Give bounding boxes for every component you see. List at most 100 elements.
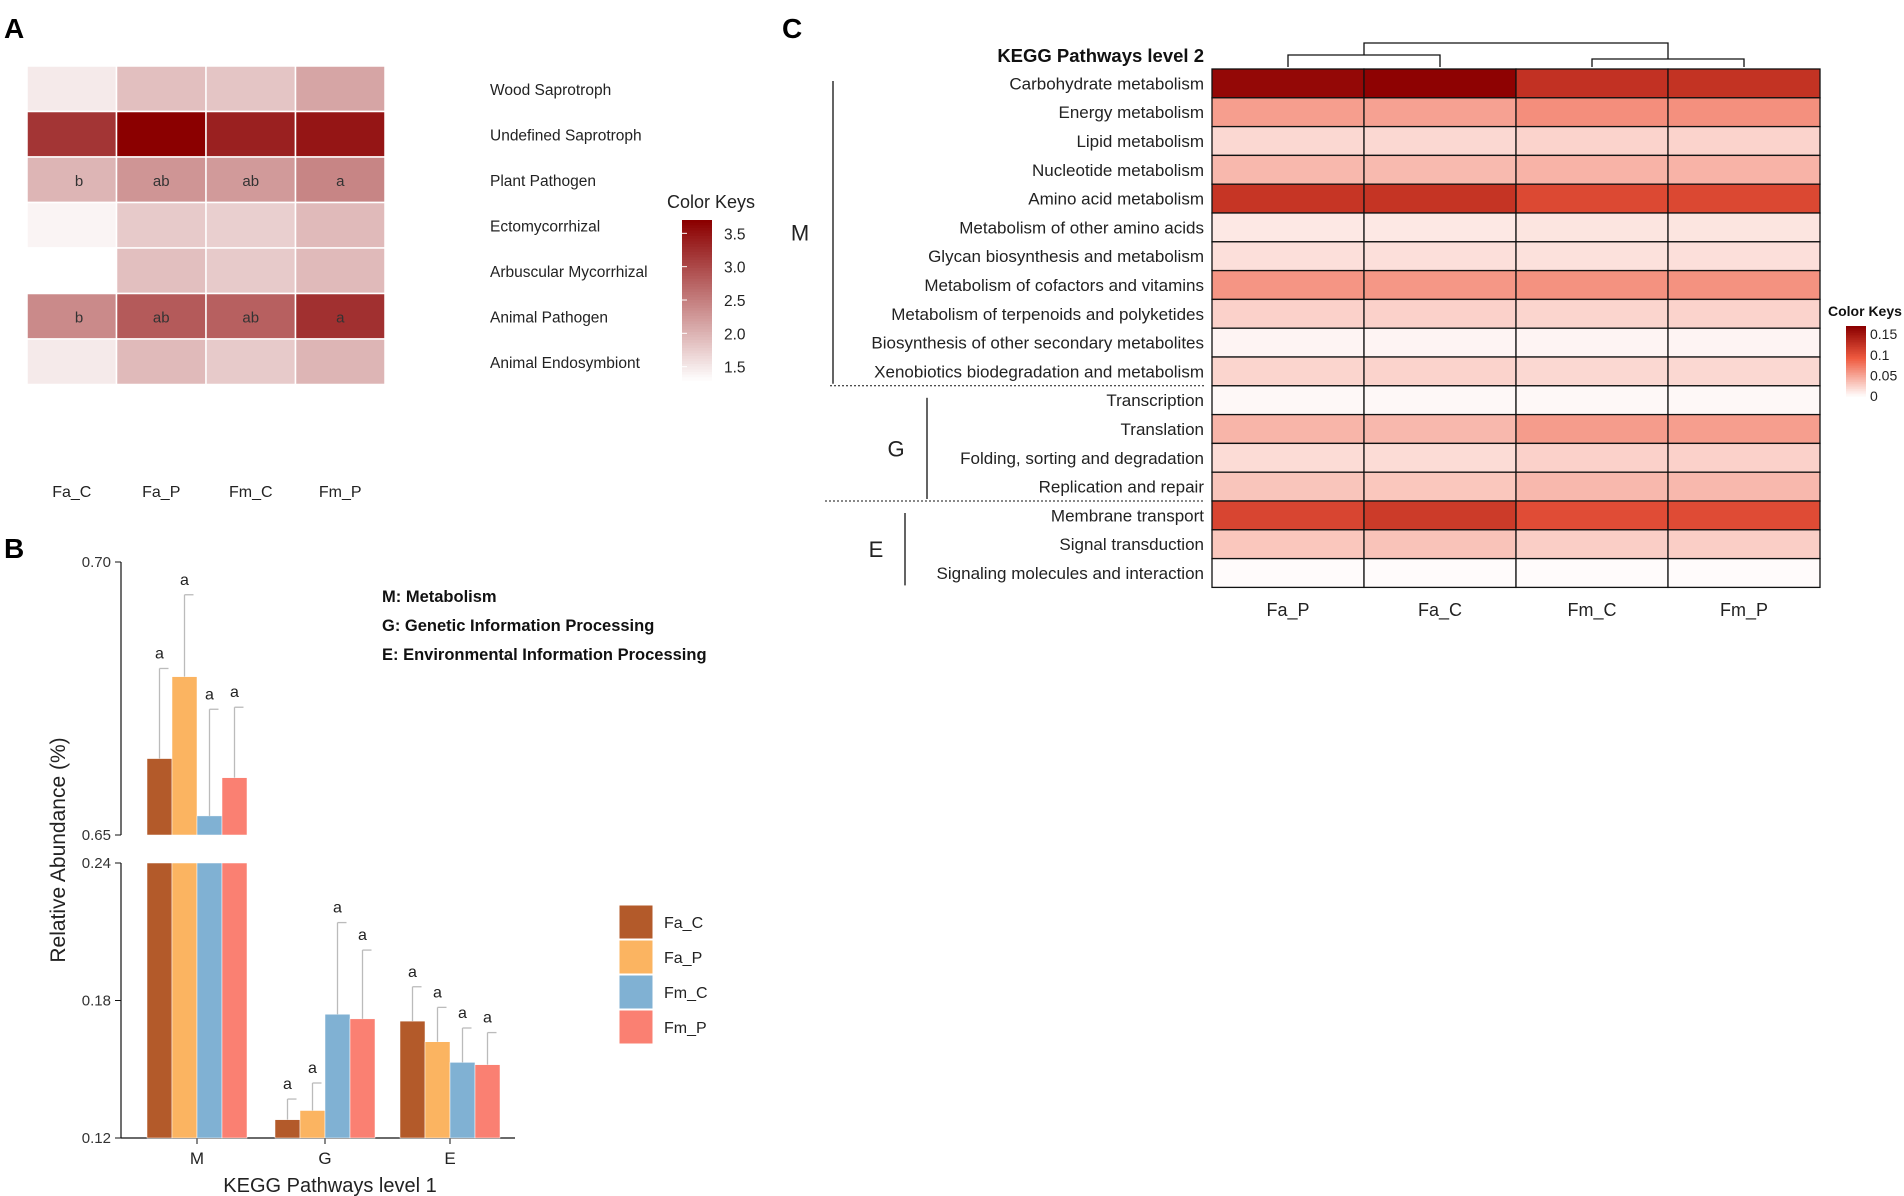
heat-cell-lipid-metabolism-fa-p: [1211, 125, 1365, 157]
bar-fm-c-m-upper: [196, 815, 223, 836]
heat-cell-replication-and-repair-fa-p: [1211, 471, 1365, 502]
heat-cell-biosynthesis-of-other-secondary-metabolites-fa-p: [1211, 327, 1365, 358]
significance-letter: a: [433, 984, 442, 1001]
heat-cell-undefined-saprotroph-fa-c: [26, 110, 118, 158]
heat-cell-lipid-metabolism-fm-c: [1515, 125, 1669, 157]
heat-cell-signal-transduction-fm-c: [1515, 529, 1669, 560]
legend-gradient-step: [1846, 327, 1866, 331]
legend-gradient-step: [682, 308, 712, 312]
legend-gradient-step: [682, 257, 712, 261]
column-label: Fa_P: [1266, 600, 1309, 621]
legend-gradient-step: [682, 361, 712, 365]
legend-gradient-step: [1846, 376, 1866, 380]
bar-fm-c-g: [324, 1014, 351, 1139]
heat-cell-translation-fa-c: [1363, 413, 1517, 445]
heat-cell-glycan-biosynthesis-and-metabolism-fa-p: [1211, 241, 1365, 272]
legend-gradient-step: [1846, 368, 1866, 371]
bar-fa-p-m-upper: [171, 676, 198, 836]
legend-gradient-step: [1846, 343, 1866, 346]
column-label: Fm_C: [229, 484, 273, 501]
legend-gradient-step: [682, 316, 712, 320]
heat-cell-plant-pathogen-fm-c: [205, 156, 297, 204]
panel-label-a: A: [4, 13, 24, 44]
legend-gradient-step: [682, 318, 712, 322]
legend-gradient-step: [682, 228, 712, 232]
heat-cell-translation-fa-p: [1211, 413, 1365, 445]
x-tick-label: E: [444, 1149, 455, 1168]
heat-cell-energy-metabolism-fm-c: [1515, 97, 1669, 128]
legend-gradient-step: [682, 289, 712, 293]
heat-cell-animal-endosymbiont-fm-c: [205, 338, 297, 386]
row-label: Folding, sorting and degradation: [960, 449, 1204, 468]
y-tick-label: 0.70: [82, 554, 111, 571]
legend-gradient-step: [682, 342, 712, 346]
legend-gradient-step: [682, 222, 712, 226]
legend-gradient-step: [682, 326, 712, 330]
row-label: Replication and repair: [1039, 478, 1205, 497]
heat-cell-wood-saprotroph-fm-c: [205, 65, 297, 113]
heat-cell-nucleotide-metabolism-fa-c: [1363, 154, 1517, 185]
heat-cell-carbohydrate-metabolism-fm-p: [1667, 68, 1821, 99]
row-label: Signaling molecules and interaction: [937, 564, 1204, 583]
legend-gradient-step: [1846, 331, 1866, 334]
heat-cell-carbohydrate-metabolism-fa-c: [1363, 68, 1517, 99]
heat-cell-replication-and-repair-fm-p: [1667, 471, 1821, 502]
heat-cell-amino-acid-metabolism-fm-p: [1667, 183, 1821, 214]
legend-gradient-step: [682, 300, 712, 304]
heat-cell-carbohydrate-metabolism-fa-p: [1211, 68, 1365, 99]
legend-label: Fa_C: [664, 915, 703, 932]
significance-letter: a: [458, 1005, 467, 1022]
heat-cell-metabolism-of-cofactors-and-vitamins-fm-p: [1667, 269, 1821, 301]
legend-tick-label: 0.15: [1870, 326, 1897, 342]
significance-letter: a: [336, 309, 345, 326]
heat-cell-wood-saprotroph-fa-p: [115, 65, 207, 113]
row-label: Animal Endosymbiont: [490, 355, 641, 372]
heat-cell-animal-pathogen-fa-c: [26, 292, 118, 340]
legend-gradient-step: [682, 302, 712, 306]
significance-letter: ab: [242, 173, 259, 190]
row-label: Arbuscular Mycorrhizal: [490, 264, 648, 281]
legend-tick-label: 0: [1870, 388, 1878, 404]
legend-gradient-step: [682, 337, 712, 341]
bar-fm-p-e: [474, 1064, 501, 1139]
heat-cell-wood-saprotroph-fm-p: [294, 65, 386, 113]
heat-cell-ectomycorrhizal-fa-c: [26, 201, 118, 249]
legend-gradient-step: [1846, 329, 1866, 332]
heat-cell-ectomycorrhizal-fm-p: [294, 201, 386, 249]
bar-fa-c-g: [274, 1119, 301, 1139]
column-label: Fa_P: [142, 484, 180, 501]
significance-letter: a: [336, 173, 345, 190]
heat-cell-energy-metabolism-fa-p: [1211, 97, 1365, 128]
heat-cell-metabolism-of-terpenoids-and-polyketides-fm-p: [1667, 298, 1821, 329]
heat-cell-membrane-transport-fa-p: [1211, 500, 1365, 531]
row-label: Wood Saprotroph: [490, 82, 611, 99]
heat-cell-folding-sorting-and-degradation-fa-c: [1363, 442, 1517, 473]
y-tick-label: 0.18: [82, 993, 111, 1010]
heat-cell-plant-pathogen-fa-c: [26, 156, 118, 204]
legend-tick-label: 0.1: [1870, 347, 1890, 363]
legend-gradient-step: [1846, 380, 1866, 383]
row-label: Amino acid metabolism: [1028, 190, 1204, 209]
legend-gradient-step: [1846, 392, 1866, 395]
legend-gradient-step: [682, 220, 712, 224]
legend-gradient-step: [1846, 394, 1866, 397]
legend-gradient-step: [682, 233, 712, 237]
heat-cell-biosynthesis-of-other-secondary-metabolites-fm-p: [1667, 327, 1821, 358]
row-label: Membrane transport: [1051, 506, 1204, 525]
heat-cell-metabolism-of-terpenoids-and-polyketides-fa-p: [1211, 298, 1365, 329]
heat-cell-signal-transduction-fa-c: [1363, 529, 1517, 560]
heat-cell-xenobiotics-biodegradation-and-metabolism-fm-c: [1515, 356, 1669, 387]
legend-gradient-step: [1846, 354, 1866, 357]
row-label: Energy metabolism: [1058, 103, 1204, 122]
legend-gradient-step: [682, 374, 712, 378]
legend-gradient-step: [1846, 389, 1866, 392]
legend-gradient-step: [682, 268, 712, 272]
legend-gradient-step: [1846, 371, 1866, 374]
significance-letter: b: [75, 309, 83, 326]
significance-letter: a: [283, 1076, 292, 1093]
legend-gradient-step: [1846, 326, 1866, 329]
legend-gradient-step: [1846, 350, 1866, 353]
legend-gradient-step: [1846, 382, 1866, 385]
